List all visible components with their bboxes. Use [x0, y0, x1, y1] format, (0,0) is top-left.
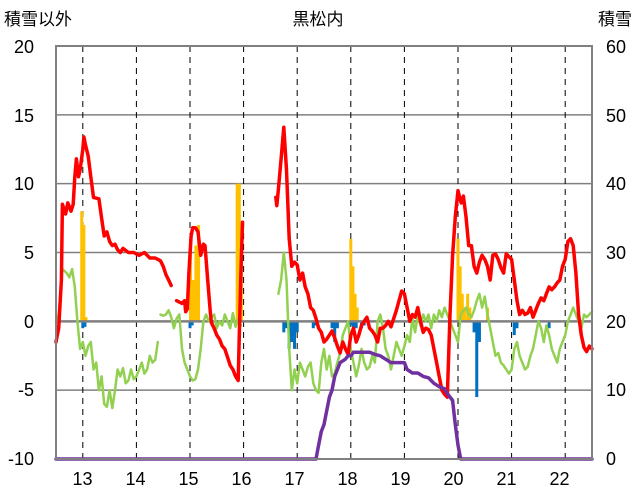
series-line-green	[277, 251, 594, 395]
precip-bar	[197, 224, 201, 322]
precip-bar	[194, 245, 198, 322]
negative-bar	[295, 321, 299, 333]
negative-bar	[83, 321, 87, 327]
right-tick-label: 50	[606, 106, 626, 126]
negative-bar	[311, 321, 315, 329]
plot-frame	[55, 45, 593, 460]
x-tick-label: 16	[231, 469, 251, 489]
precip-bar	[460, 293, 464, 322]
precip-bar	[237, 183, 241, 322]
negative-bar	[515, 321, 519, 329]
left-tick-label: 0	[24, 312, 34, 332]
precip-bar	[82, 224, 86, 322]
negative-bar	[547, 321, 551, 329]
precip-bar	[191, 280, 195, 322]
negative-bar	[477, 321, 481, 342]
left-tick-label: 5	[24, 243, 34, 263]
right-tick-label: 10	[606, 380, 626, 400]
negative-bar	[330, 321, 334, 329]
right-tick-labels: 60 50 40 30 20 10 0	[606, 37, 626, 469]
left-tick-label: -10	[8, 449, 34, 469]
left-tick-label: -5	[18, 380, 34, 400]
precip-bar	[84, 317, 88, 322]
right-tick-label: 0	[606, 449, 616, 469]
left-axis-label: 積雪以外	[4, 10, 72, 30]
right-tick-label: 40	[606, 174, 626, 194]
precip-bar	[80, 211, 84, 322]
precip-bar	[353, 293, 357, 322]
right-tick-label: 30	[606, 243, 626, 263]
x-tick-label: 17	[284, 469, 304, 489]
series-line-red	[174, 220, 245, 383]
negative-bar	[333, 321, 337, 342]
x-tick-label: 22	[549, 469, 569, 489]
negative-bar	[335, 321, 339, 329]
negative-bar	[81, 321, 85, 329]
series-line-red	[274, 125, 594, 399]
negative-bar	[354, 321, 358, 329]
right-tick-label: 20	[606, 312, 626, 332]
precip-bar	[349, 238, 353, 322]
x-tick-label: 14	[125, 469, 145, 489]
precip-bar	[351, 266, 355, 322]
precip-bar	[355, 307, 359, 322]
series-lines	[54, 125, 594, 461]
precip-bar	[235, 183, 239, 322]
x-tick-label: 18	[337, 469, 357, 489]
negative-bar	[188, 321, 192, 329]
x-tick-label: 13	[72, 469, 92, 489]
precip-bar	[466, 293, 470, 322]
x-tick-label: 19	[390, 469, 410, 489]
negative-bar	[284, 321, 288, 329]
x-tick-label: 15	[178, 469, 198, 489]
negative-bar	[349, 321, 353, 326]
plot-border	[55, 45, 593, 460]
series-line-green	[54, 267, 160, 410]
series-line-purple	[54, 350, 594, 461]
negative-bar	[512, 321, 516, 336]
x-tick-labels: 13 14 15 16 17 18 19 20 21 22	[72, 469, 569, 489]
x-tick-label: 20	[443, 469, 463, 489]
precip-bar	[456, 238, 460, 322]
chart-title: 黒松内	[293, 10, 344, 30]
negative-bar	[293, 321, 297, 349]
negative-bar	[472, 321, 476, 333]
right-tick-label: 60	[606, 37, 626, 57]
left-tick-labels: 20 15 10 5 0 -5 -10	[8, 37, 34, 469]
negative-bar	[351, 321, 355, 329]
precip-bar	[458, 266, 462, 322]
negative-bar	[190, 321, 194, 326]
negative-bar	[475, 321, 479, 398]
right-axis-label: 積雪	[598, 10, 632, 30]
series-line-red	[54, 135, 173, 344]
negative-bar	[290, 321, 294, 342]
precip-bar	[189, 238, 193, 322]
negative-bar	[282, 321, 286, 333]
x-tick-label: 21	[496, 469, 516, 489]
precip-bar	[462, 307, 466, 322]
left-tick-label: 20	[14, 37, 34, 57]
left-tick-label: 10	[14, 174, 34, 194]
left-tick-label: 15	[14, 106, 34, 126]
series-line-green	[159, 309, 243, 382]
